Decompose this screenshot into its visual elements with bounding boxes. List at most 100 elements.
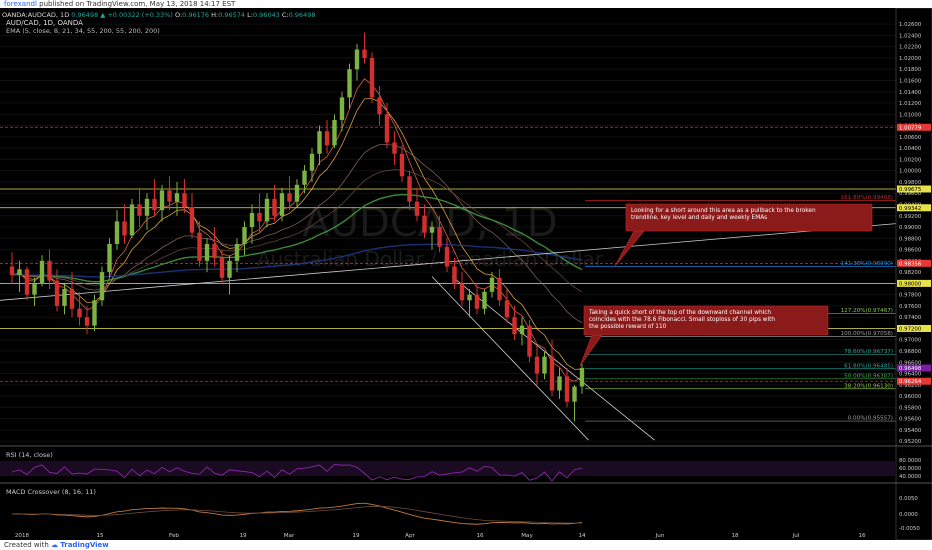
publish-header: forexandl published on TradingView.com, … [0,0,932,8]
candles [9,32,585,422]
price-tick-label: 1.01200 [899,101,922,107]
callout-text: the possible reward of 110 [589,324,667,330]
chart-area[interactable]: AUDCAD, 1D Australian Dollar / Canadian … [0,7,932,541]
callout-text: coincides with the 78.6 Fibonacci. Small… [589,317,775,323]
price-badge-label: 1.00779 [899,125,922,131]
price-badge [897,204,931,212]
candle-body [429,227,435,233]
macd-axis-label: 0.0000 [899,512,918,518]
candle-body [519,325,525,335]
publish-info: published on TradingView.com, May 13, 20… [39,0,236,8]
price-tick-label: 0.98800 [899,236,922,242]
price-tick-label: 0.98600 [899,248,922,254]
candle-body [392,142,397,154]
footer: Created with ☁ TradingView [0,540,932,550]
candle-body [362,49,367,58]
price-badge-label: 0.99675 [899,187,921,193]
candle-body [527,325,532,357]
price-tick-label: 0.95800 [899,405,922,411]
price-tick-label: 1.02600 [899,22,922,28]
candle-body [182,193,187,208]
price-badge [897,377,931,385]
time-axis-label: 2018 [15,533,30,539]
candle-body [497,277,502,301]
quote-close: 0.96498 [289,11,316,19]
price-tick-label: 0.97800 [899,293,922,299]
time-axis: 2018 15 Feb 19 Mar 19 Apr 16 May 14 Jun 18 Jul 16 [15,533,866,539]
price-tick-label: 0.99800 [899,180,922,186]
price-tick-label: 1.02000 [899,56,922,62]
price-chart[interactable]: AUDCAD, 1D Australian Dollar / Canadian … [0,7,932,541]
price-badge [897,279,931,287]
candle-body [174,193,180,202]
candle-body [264,198,270,222]
price-badges: 1.00779 0.99675 0.99342 0.98356 0.98000 0.972… [897,123,931,385]
callout-text: Looking for a short around this area as … [631,208,816,214]
candle-body [279,193,285,216]
time-axis-label: 18 [731,533,739,539]
candle-body [257,212,262,222]
price-badge-label: 0.96498 [899,366,922,372]
time-axis-label: 15 [96,533,104,539]
price-tick-label: 0.96200 [899,383,922,389]
fib-level-label: 127.20%(0.97467) [841,308,893,314]
price-tick-label: 0.97000 [899,338,922,344]
tradingview-brand[interactable]: TradingView [60,541,109,549]
price-badge-label: 0.98000 [899,281,922,287]
ema-line [11,193,583,283]
fib-level-label: 78.60%(0.96737) [844,349,893,355]
candle-body [249,212,255,228]
candle-body [489,277,495,292]
callout-text: Taking a quick short of the top of the d… [588,310,771,316]
candle-body [324,131,330,146]
price-tick-label: 1.01400 [899,90,922,96]
time-axis-label: 14 [578,533,586,539]
candle-body [294,184,300,202]
author-link[interactable]: forexandl [4,0,37,8]
rsi-axis-label: 80.0000 [899,458,922,464]
candle-body [167,190,172,202]
price-tick-label: 0.95200 [899,439,922,445]
candle-body [32,283,37,295]
quote-low: 0.96043 [253,11,280,19]
fib-level-label: 0.00%(0.95557) [848,416,893,422]
candle-body [212,243,217,259]
candle-body [309,153,315,171]
watermark-name: Australian Dollar / Canadian Dollar [257,247,604,271]
price-tick-label: 0.95600 [899,417,922,423]
candle-body [557,376,562,391]
indicator-title: EMA (5, close, 8, 21, 34, 55, 200, 55, 2… [6,27,160,35]
candle-body [399,153,405,177]
price-tick-label: 0.97400 [899,315,922,321]
candle-body [564,376,570,402]
channel-lower [431,276,589,441]
candle-body [474,294,480,309]
candle-body [92,300,97,326]
created-with-label: Created with [4,541,49,549]
candle-body [317,131,322,154]
candle-body [332,119,337,146]
price-badge-label: 0.99342 [899,206,921,212]
price-tick-label: 1.00000 [899,169,922,175]
candle-body [159,190,165,211]
candle-body [54,280,60,306]
candle-body [452,266,457,284]
price-badge-label: 0.96264 [899,379,922,385]
time-axis-label: 16 [858,533,866,539]
candle-body [99,272,105,301]
price-tick-label: 0.96600 [899,360,922,366]
price-tick-label: 0.99600 [899,191,922,197]
price-tick-label: 1.00400 [899,146,922,152]
ema-line [11,144,583,324]
time-axis-label: 16 [476,533,484,539]
price-tick-label: 0.96000 [899,394,922,400]
candle-body [444,246,450,267]
candle-body [407,176,412,202]
fib-level-label: 100.00%(0.97058) [841,331,893,337]
price-badge [897,123,931,131]
candle-body [107,243,112,273]
candle-body [422,215,427,233]
fib-level-label: 38.20%(0.96130) [844,383,893,389]
candle-body [137,204,142,216]
rsi-band [0,461,896,476]
